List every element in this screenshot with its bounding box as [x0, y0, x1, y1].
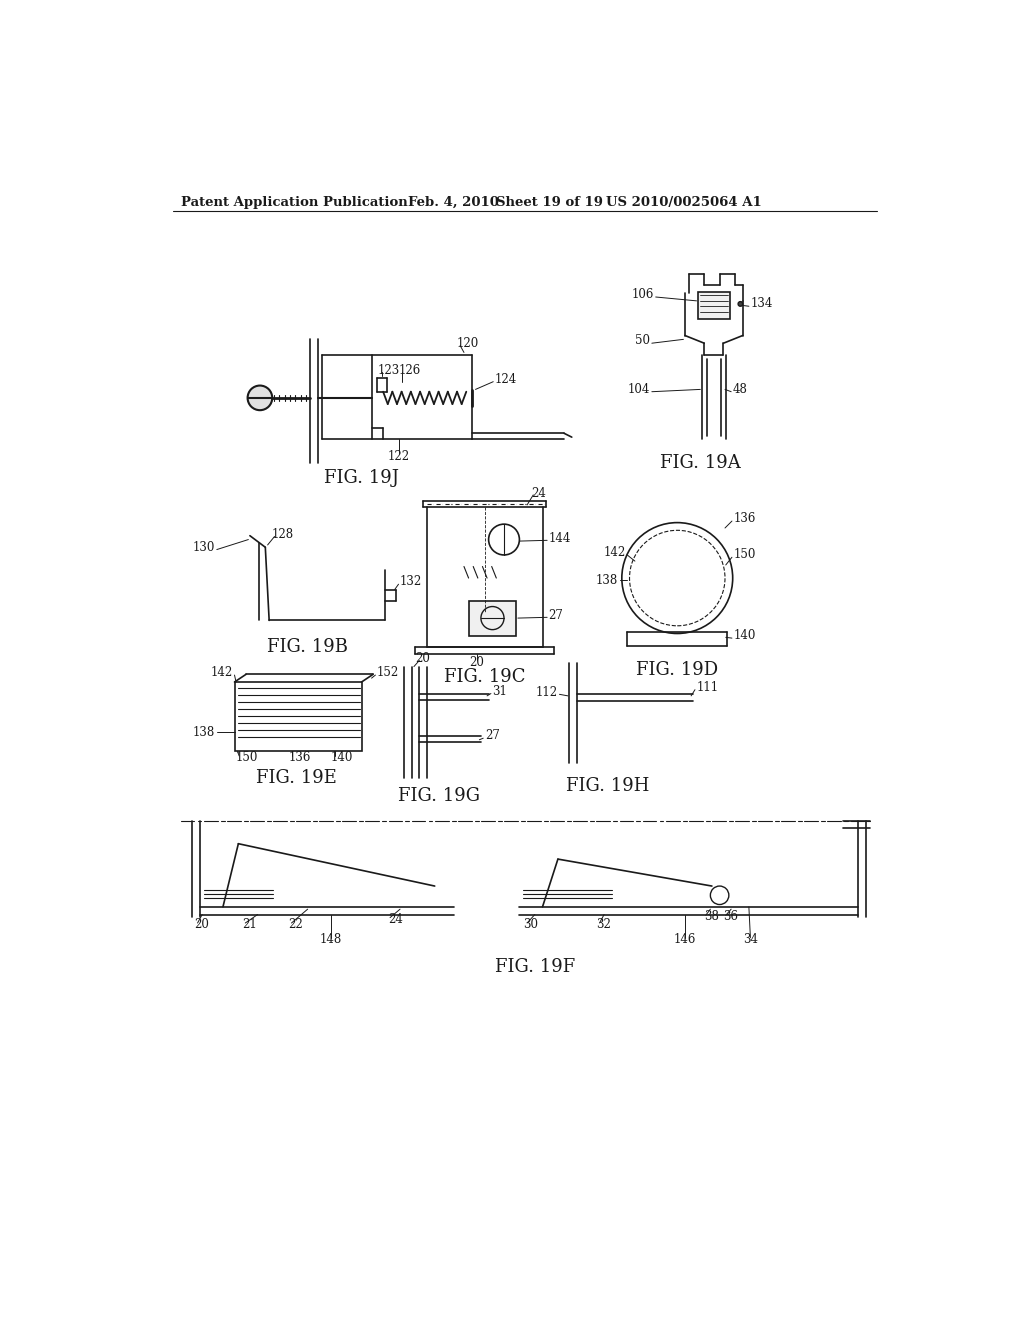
Text: 48: 48 [733, 383, 748, 396]
Text: FIG. 19C: FIG. 19C [444, 668, 525, 685]
Text: 126: 126 [398, 363, 421, 376]
Text: 38: 38 [705, 911, 719, 924]
Text: 106: 106 [632, 288, 654, 301]
Text: 140: 140 [331, 751, 353, 764]
Text: 27: 27 [484, 730, 500, 742]
Text: 32: 32 [596, 917, 611, 931]
Text: 50: 50 [635, 334, 650, 347]
Text: 122: 122 [387, 450, 410, 463]
Text: 20: 20 [195, 917, 209, 931]
Text: 140: 140 [733, 630, 756, 643]
Bar [698, 292, 730, 318]
Text: 130: 130 [193, 541, 215, 554]
Text: 21: 21 [243, 917, 257, 931]
Text: 150: 150 [237, 751, 258, 764]
Circle shape [248, 385, 272, 411]
Text: Sheet 19 of 19: Sheet 19 of 19 [497, 195, 603, 209]
Text: 138: 138 [596, 574, 617, 587]
Text: Feb. 4, 2010: Feb. 4, 2010 [408, 195, 499, 209]
Text: 120: 120 [457, 337, 478, 350]
Text: Patent Application Publication: Patent Application Publication [180, 195, 408, 209]
Text: 31: 31 [493, 685, 507, 698]
Circle shape [738, 302, 742, 306]
Text: FIG. 19F: FIG. 19F [495, 958, 574, 975]
Text: 24: 24 [388, 912, 403, 925]
Text: 148: 148 [319, 933, 342, 946]
Text: 142: 142 [603, 546, 626, 560]
Text: 144: 144 [549, 532, 571, 545]
Text: FIG. 19A: FIG. 19A [660, 454, 740, 471]
Text: 136: 136 [733, 512, 756, 525]
Text: 132: 132 [400, 576, 422, 589]
Text: 142: 142 [211, 667, 233, 680]
Text: 24: 24 [531, 487, 546, 500]
Bar [469, 601, 515, 636]
Text: 36: 36 [724, 911, 738, 924]
Text: 34: 34 [742, 933, 758, 946]
Text: FIG. 19G: FIG. 19G [397, 787, 479, 805]
Text: FIG. 19J: FIG. 19J [324, 469, 399, 487]
Text: 22: 22 [289, 917, 303, 931]
Text: 124: 124 [495, 372, 517, 385]
Text: FIG. 19B: FIG. 19B [267, 639, 348, 656]
Text: 112: 112 [536, 685, 558, 698]
Text: FIG. 19E: FIG. 19E [256, 770, 337, 787]
Text: FIG. 19D: FIG. 19D [636, 661, 718, 680]
Text: 128: 128 [271, 528, 294, 541]
Text: 134: 134 [751, 297, 773, 310]
Text: 27: 27 [549, 609, 563, 622]
Text: 111: 111 [696, 681, 719, 694]
Text: 123: 123 [378, 363, 400, 376]
Text: 20: 20 [470, 656, 484, 669]
Text: US 2010/0025064 A1: US 2010/0025064 A1 [606, 195, 762, 209]
Text: 152: 152 [377, 667, 399, 680]
Text: 104: 104 [628, 383, 650, 396]
Text: 146: 146 [674, 933, 696, 946]
Text: 30: 30 [523, 917, 539, 931]
Text: 138: 138 [193, 726, 215, 739]
Text: 150: 150 [733, 548, 756, 561]
Bar [234, 682, 361, 751]
Text: 20: 20 [416, 652, 430, 665]
Text: 136: 136 [289, 751, 311, 764]
Text: FIG. 19H: FIG. 19H [566, 777, 649, 795]
